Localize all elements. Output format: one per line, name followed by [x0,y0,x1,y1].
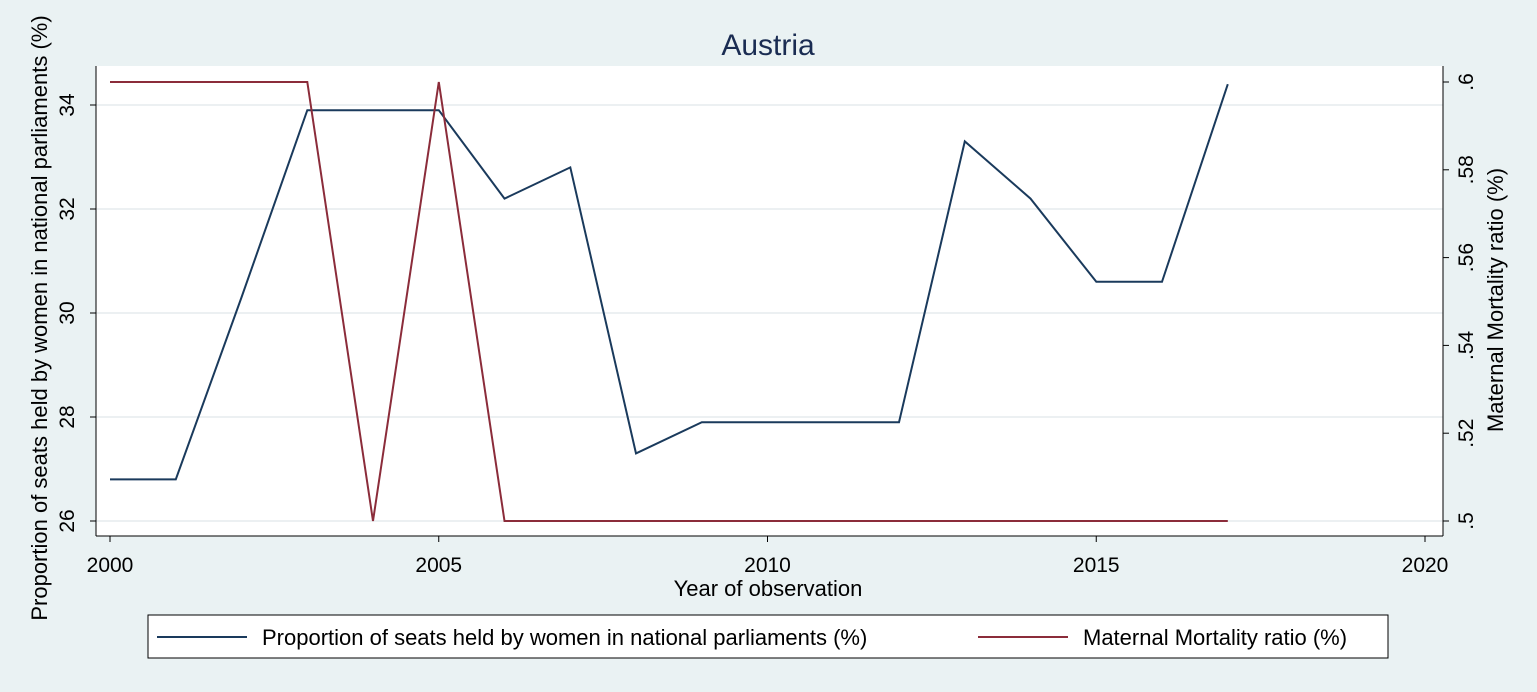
series-line-maternal-mortality [110,81,1228,522]
x-tick-label: 2020 [1402,554,1449,577]
series-line-women-seats [110,83,1229,481]
axes [95,66,1444,537]
series-lines [110,81,1229,522]
legend-label-women-seats: Proportion of seats held by women in nat… [262,625,867,650]
y-left-tick-label: 34 [56,93,79,117]
y-right-tick-label: .58 [1455,155,1478,184]
y-left-axis-title: Proportion of seats held by women in nat… [27,15,52,620]
y-right-axis-title: Maternal Mortality ratio (%) [1483,168,1508,432]
y-left-tick-label: 28 [56,405,79,428]
y-left-tick-label: 26 [56,509,79,532]
legend: Proportion of seats held by women in nat… [147,614,1389,659]
y-right-tick-label: .54 [1455,330,1478,360]
x-tick-label: 2005 [415,554,462,577]
y-left-tick-label: 30 [56,301,79,324]
y-right-tick-label: .6 [1455,73,1478,91]
y-left-axis-ticks: 26 28 30 32 34 [56,93,96,533]
x-tick-label: 2015 [1073,554,1120,577]
chart-title: Austria [721,29,815,62]
y-left-tick-label: 32 [56,197,79,220]
y-right-tick-label: .5 [1455,512,1478,530]
y-right-tick-label: .52 [1455,419,1478,448]
plot-background [96,66,1443,536]
legend-box [147,614,1389,659]
y-right-tick-label: .56 [1455,243,1478,272]
x-tick-label: 2010 [744,554,791,577]
y-right-axis-ticks: .5 .52 .54 .56 .58 .6 [1443,73,1478,530]
x-tick-label: 2000 [87,554,134,577]
x-axis-ticks: 2000 2005 2010 2015 2020 [87,536,1449,577]
legend-label-maternal-mortality: Maternal Mortality ratio (%) [1083,625,1347,650]
x-axis-title: Year of observation [674,576,863,601]
